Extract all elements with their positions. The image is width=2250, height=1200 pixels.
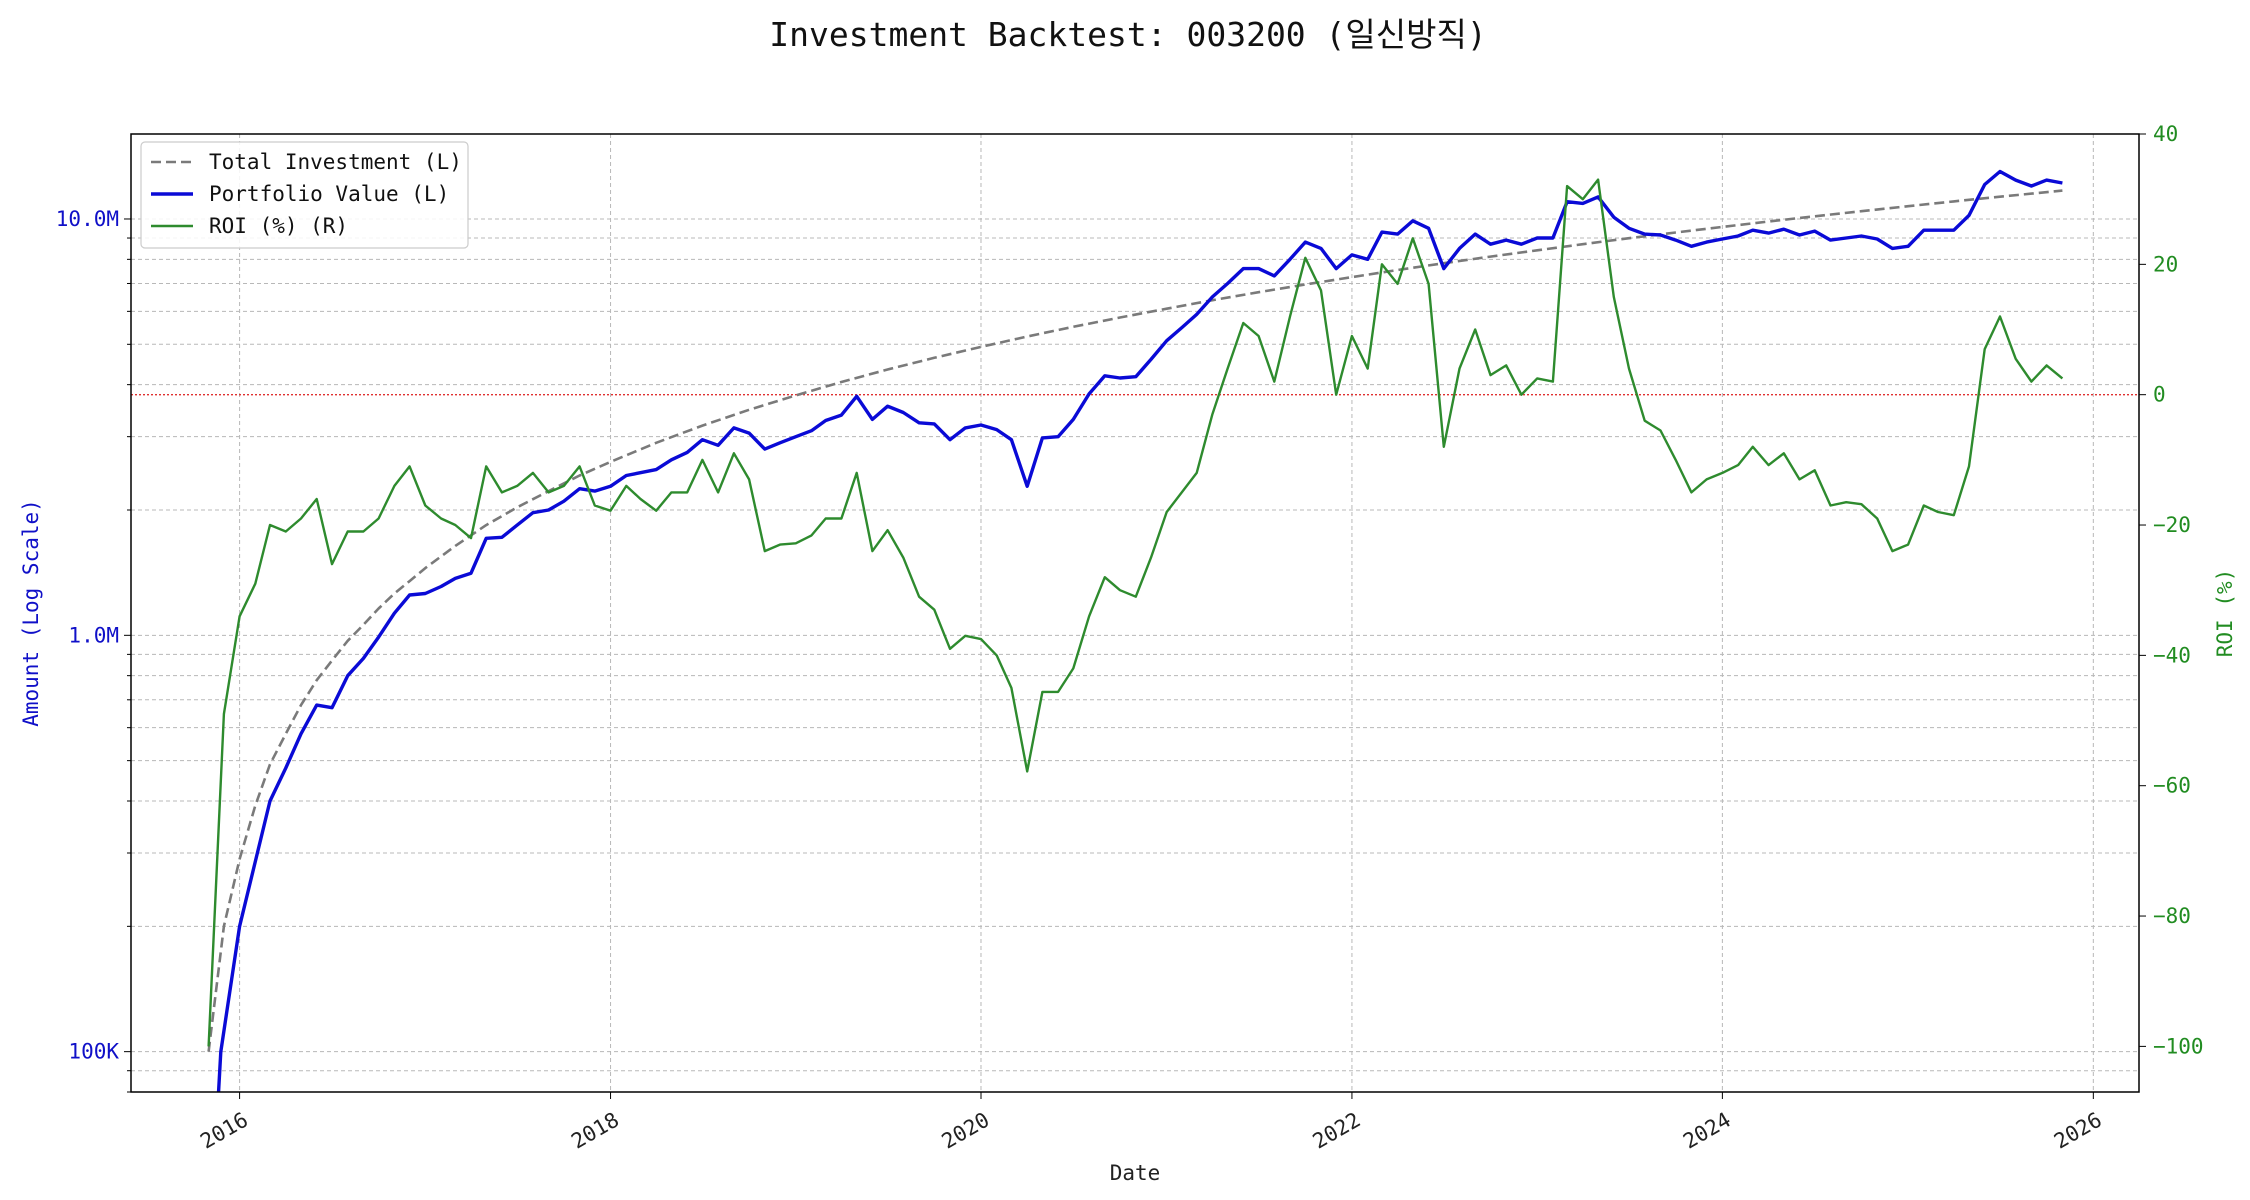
y-tick-right-label: 20 (2153, 252, 2178, 276)
y-tick-right-label: −100 (2153, 1034, 2204, 1058)
legend: Total Investment (L) Portfolio Value (L) R… (140, 141, 469, 249)
x-tick-label: 2024 (1679, 1108, 1735, 1154)
series-line-0 (207, 189, 2063, 1052)
plot-area-frame (130, 133, 2140, 1093)
y-axis-left-label: Amount (Log Scale) (19, 499, 43, 727)
axes: 100K 1.0M 10.0M 2016 2018 2020 2022 2024 2026 −10… (56, 122, 2204, 1154)
y-tick-left-label: 100K (68, 1040, 119, 1064)
legend-label-1: Portfolio Value (L) (209, 182, 449, 206)
x-tick-label: 2016 (196, 1108, 252, 1154)
series-line-2 (207, 178, 2064, 1047)
y-tick-left-label: 10.0M (56, 207, 119, 231)
x-tick-label: 2022 (1309, 1108, 1365, 1154)
y-tick-right-label: −80 (2153, 904, 2191, 928)
y-axis-right-label: ROI (%) (2213, 569, 2237, 658)
y-tick-right-label: −60 (2153, 774, 2191, 798)
grid (131, 134, 2139, 1093)
x-tick-label: 2026 (2050, 1108, 2106, 1154)
series-layer (207, 169, 2064, 1092)
series-line-1 (216, 169, 2063, 1092)
y-tick-right-label: −20 (2153, 513, 2191, 537)
x-axis-label: Date (1110, 1161, 1161, 1185)
x-tick-label: 2018 (567, 1108, 623, 1154)
legend-label-0: Total Investment (L) (209, 150, 462, 174)
y-tick-right-label: 40 (2153, 122, 2178, 146)
chart-title: Investment Backtest: 003200 (일신방직) (769, 15, 1486, 54)
legend-label-2: ROI (%) (R) (209, 214, 348, 238)
legend-box (140, 141, 469, 249)
x-tick-label: 2020 (938, 1108, 994, 1154)
y-tick-left-label: 1.0M (68, 623, 119, 647)
y-tick-right-label: −40 (2153, 643, 2191, 667)
y-tick-right-label: 0 (2153, 383, 2166, 407)
